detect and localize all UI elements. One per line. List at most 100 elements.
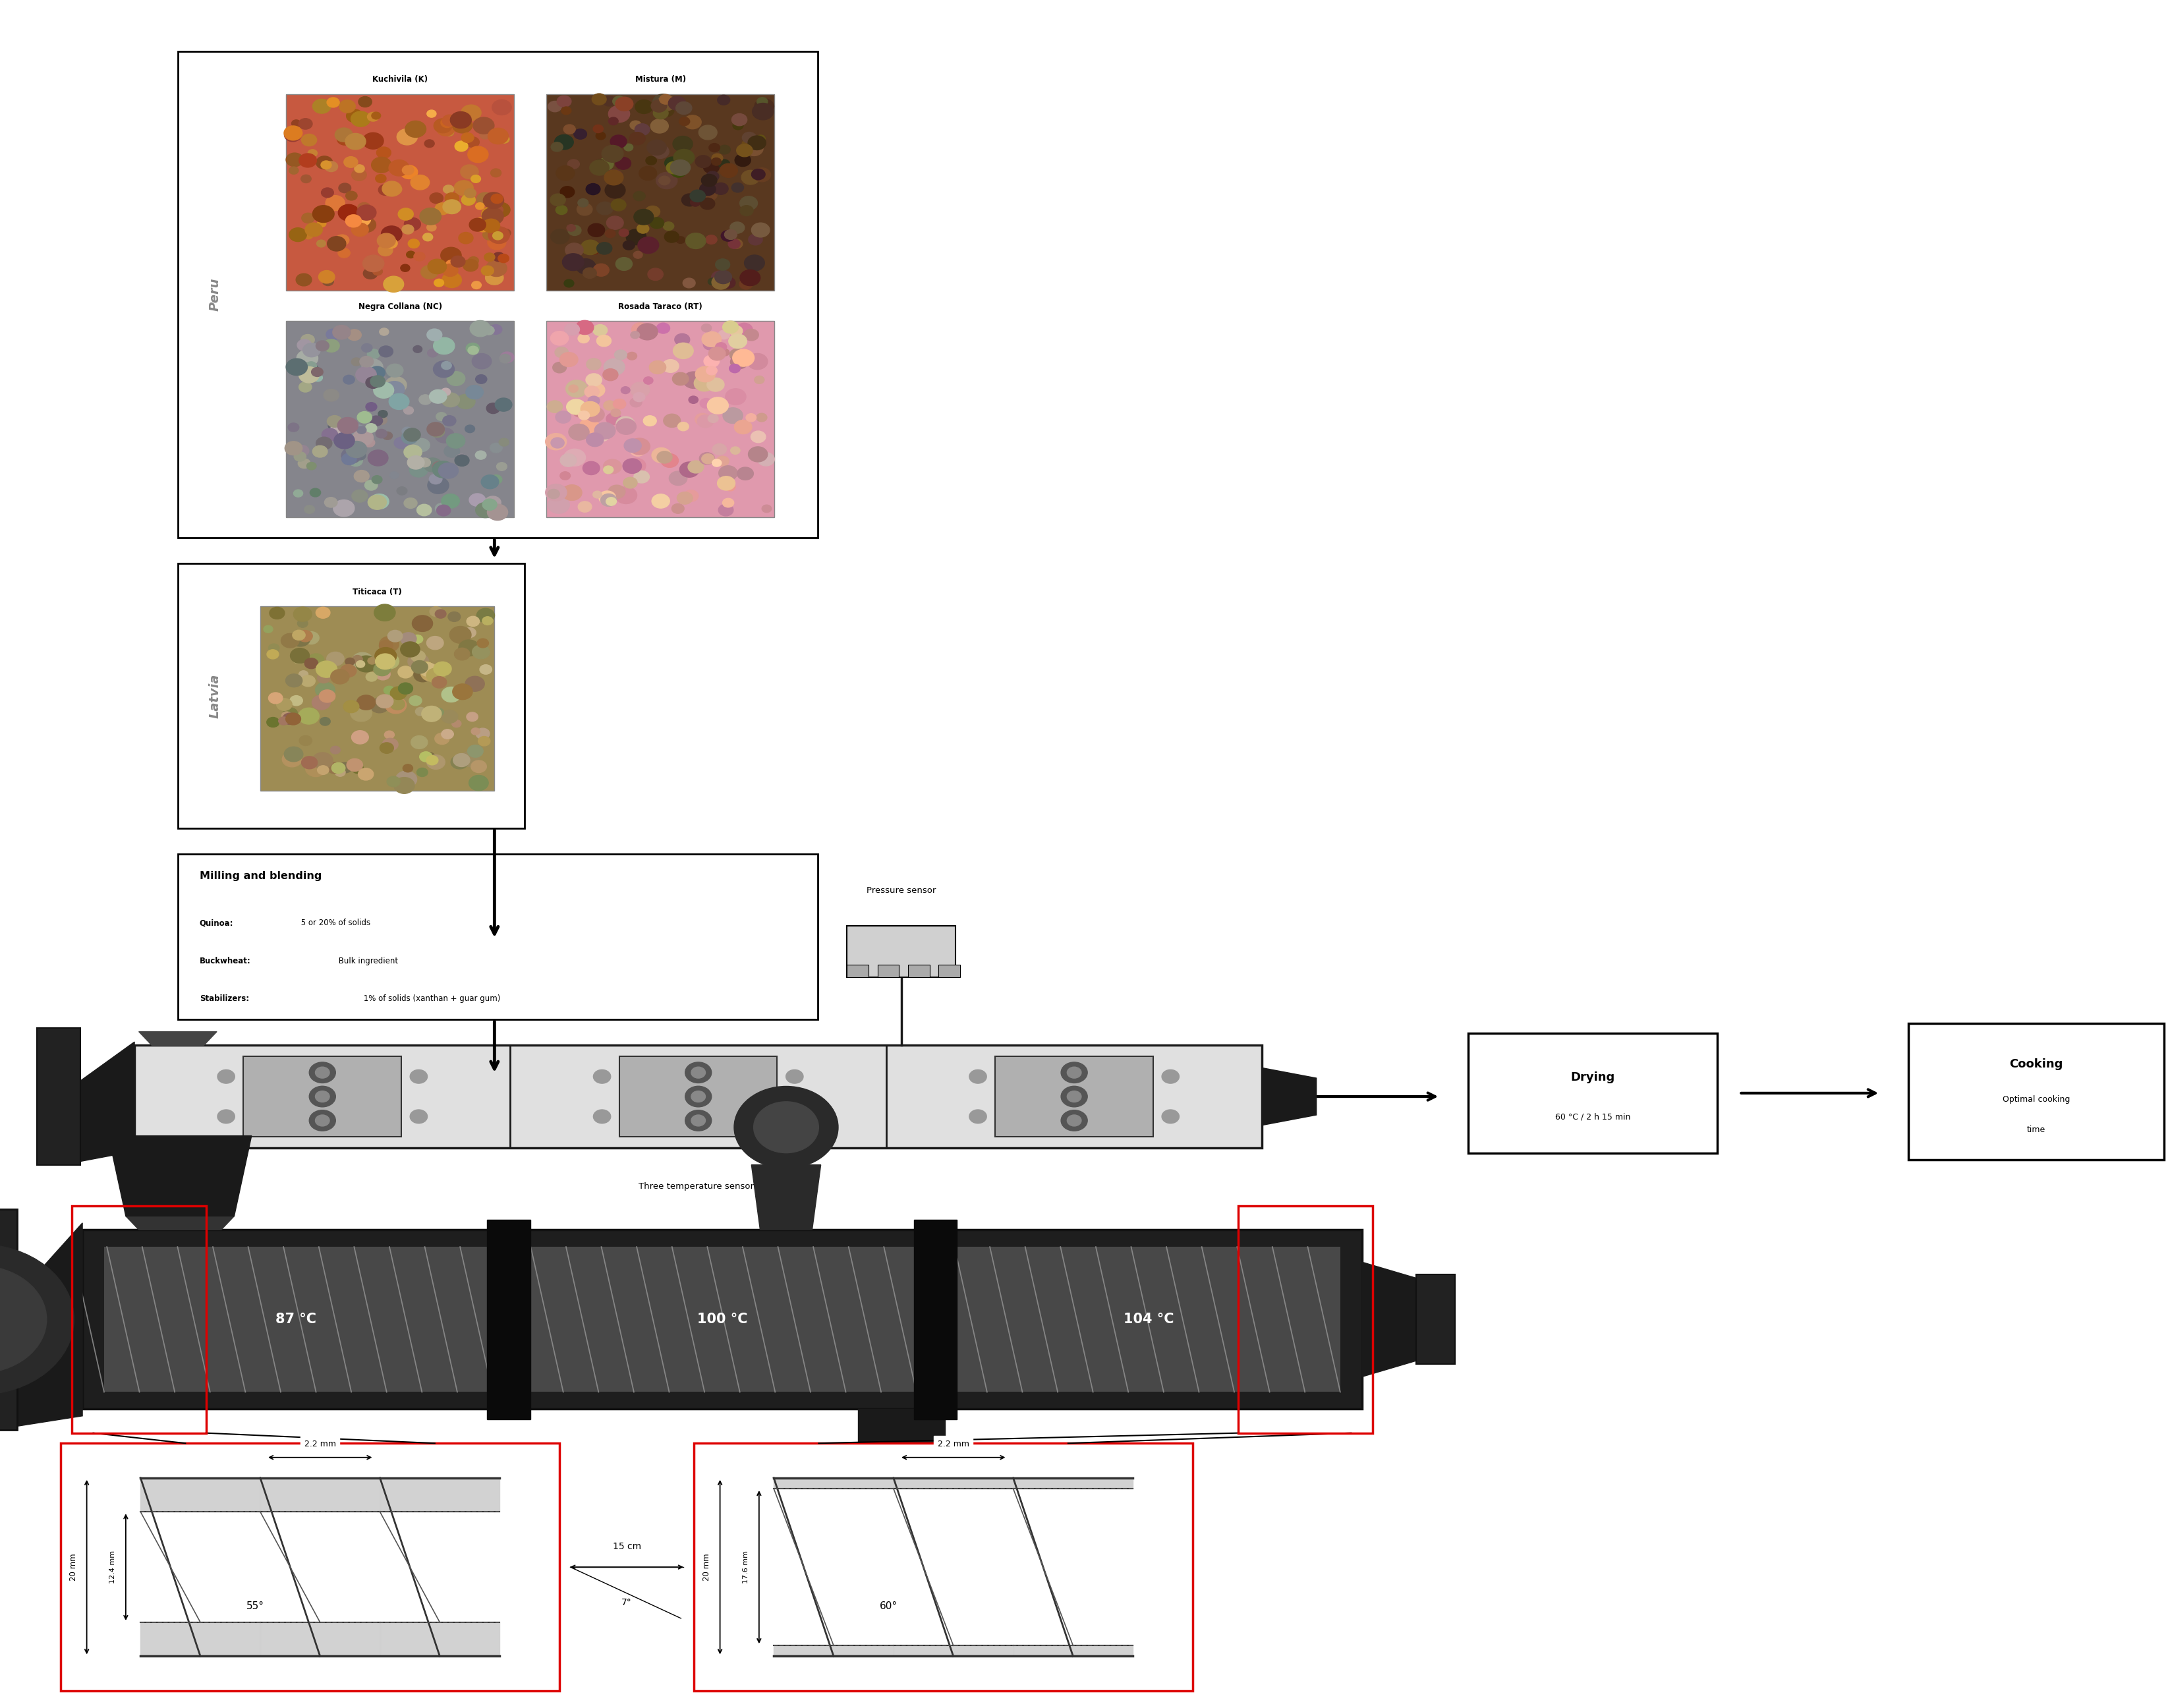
Circle shape [744, 330, 759, 340]
Bar [286, 321, 514, 518]
Circle shape [390, 687, 408, 700]
Circle shape [551, 193, 566, 207]
Circle shape [486, 403, 499, 413]
Circle shape [640, 166, 657, 181]
Circle shape [369, 449, 388, 466]
Circle shape [418, 395, 431, 405]
Circle shape [672, 504, 683, 514]
Circle shape [384, 381, 405, 398]
Circle shape [382, 738, 399, 750]
Circle shape [468, 347, 479, 355]
Polygon shape [260, 1477, 379, 1512]
Circle shape [395, 770, 416, 787]
Circle shape [436, 427, 453, 442]
Circle shape [388, 393, 410, 410]
Circle shape [488, 227, 509, 244]
Circle shape [301, 174, 310, 183]
Circle shape [453, 118, 473, 133]
Circle shape [733, 350, 754, 367]
Circle shape [668, 96, 685, 111]
Text: 60 °C / 2 h 15 min: 60 °C / 2 h 15 min [1554, 1112, 1630, 1122]
Circle shape [477, 193, 494, 207]
Circle shape [616, 417, 635, 432]
Circle shape [410, 651, 425, 663]
Circle shape [414, 345, 423, 352]
Circle shape [358, 769, 373, 781]
Circle shape [356, 661, 364, 668]
Circle shape [278, 717, 288, 724]
Bar [260, 606, 494, 791]
Circle shape [317, 220, 325, 227]
Circle shape [481, 266, 494, 275]
Circle shape [453, 683, 473, 700]
Circle shape [748, 234, 763, 244]
Circle shape [442, 184, 453, 193]
Polygon shape [774, 1645, 893, 1657]
Circle shape [1067, 1068, 1082, 1078]
Circle shape [301, 133, 317, 145]
Text: 2.2 mm: 2.2 mm [937, 1440, 969, 1448]
Circle shape [379, 640, 392, 651]
Circle shape [317, 340, 330, 350]
Circle shape [410, 695, 421, 705]
Circle shape [685, 232, 705, 249]
Bar [104, 1247, 1340, 1392]
Polygon shape [0, 1223, 82, 1426]
Circle shape [555, 135, 572, 150]
Circle shape [347, 441, 366, 458]
Circle shape [1060, 1110, 1086, 1131]
Circle shape [362, 133, 384, 149]
Circle shape [438, 463, 457, 478]
Circle shape [384, 731, 395, 738]
Circle shape [700, 198, 715, 210]
Circle shape [501, 229, 512, 237]
Polygon shape [893, 1477, 1012, 1489]
Circle shape [410, 1069, 427, 1083]
Circle shape [622, 459, 642, 473]
Circle shape [377, 410, 388, 418]
Circle shape [358, 97, 371, 108]
Circle shape [288, 167, 299, 174]
Circle shape [349, 456, 362, 466]
Circle shape [705, 236, 718, 244]
Circle shape [637, 237, 659, 253]
Circle shape [564, 449, 585, 466]
Circle shape [733, 121, 744, 130]
Circle shape [551, 437, 564, 447]
Circle shape [624, 439, 642, 453]
Circle shape [431, 676, 447, 688]
Circle shape [366, 403, 377, 412]
Bar [488, 1220, 531, 1419]
Circle shape [603, 459, 622, 473]
Circle shape [585, 374, 601, 386]
Circle shape [371, 157, 390, 173]
Circle shape [442, 200, 462, 214]
Circle shape [321, 188, 334, 198]
Circle shape [585, 407, 605, 422]
Circle shape [741, 132, 757, 143]
Circle shape [616, 157, 631, 169]
Circle shape [284, 707, 297, 719]
Circle shape [707, 415, 718, 422]
Circle shape [698, 415, 713, 427]
Circle shape [466, 386, 483, 400]
Circle shape [603, 96, 616, 106]
Circle shape [403, 499, 416, 509]
Circle shape [728, 348, 744, 360]
Bar [878, 965, 900, 977]
Circle shape [785, 1110, 802, 1124]
Circle shape [299, 154, 317, 167]
Circle shape [427, 477, 449, 494]
Circle shape [601, 145, 622, 162]
Circle shape [1067, 1115, 1082, 1126]
Circle shape [327, 762, 340, 774]
Circle shape [397, 487, 408, 495]
Circle shape [356, 367, 377, 383]
Polygon shape [774, 1477, 893, 1489]
Circle shape [581, 405, 601, 420]
Bar [1468, 1033, 1717, 1153]
Circle shape [375, 654, 395, 670]
Circle shape [555, 205, 568, 215]
Circle shape [390, 699, 405, 711]
Circle shape [427, 260, 447, 273]
